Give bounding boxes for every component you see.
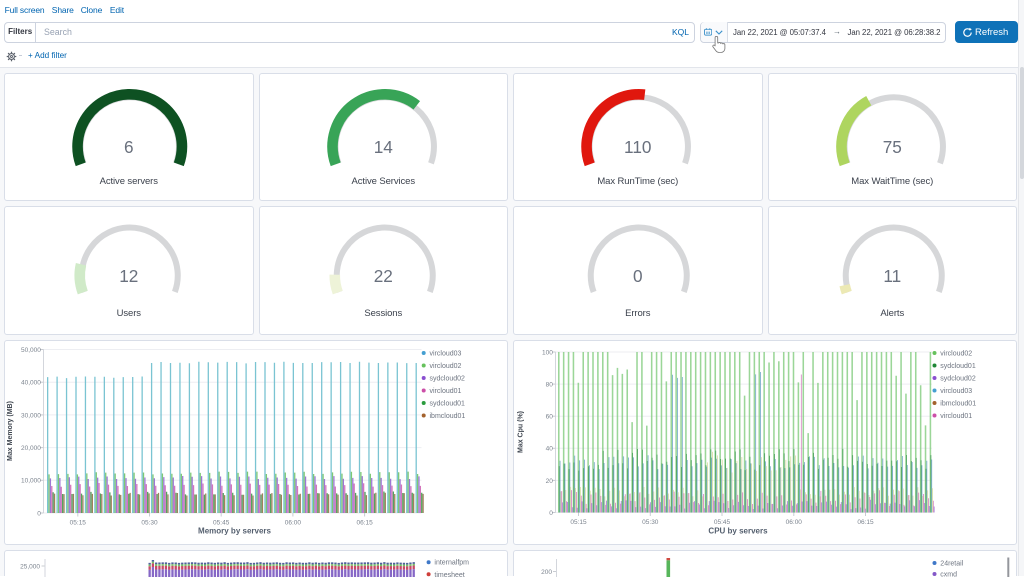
svg-text:05:45: 05:45: [213, 519, 230, 526]
svg-text:internalfpm: internalfpm: [434, 559, 469, 566]
svg-text:05:30: 05:30: [642, 519, 659, 526]
svg-text:20,000: 20,000: [21, 445, 41, 452]
svg-text:ibmcloud01: ibmcloud01: [940, 400, 976, 407]
svg-text:vircloud03: vircloud03: [430, 350, 462, 357]
svg-text:50,000: 50,000: [21, 346, 41, 353]
svg-text:sydcloud01: sydcloud01: [430, 400, 466, 407]
svg-text:06:00: 06:00: [285, 519, 302, 526]
svg-text:CPU by servers: CPU by servers: [708, 526, 768, 535]
svg-text:Memory by servers: Memory by servers: [198, 526, 271, 535]
svg-text:sydcloud02: sydcloud02: [430, 375, 466, 382]
svg-text:06:15: 06:15: [857, 519, 874, 526]
svg-text:24retail: 24retail: [940, 560, 963, 567]
svg-text:05:30: 05:30: [141, 519, 158, 526]
svg-text:sydcloud02: sydcloud02: [940, 375, 976, 382]
svg-text:80: 80: [546, 381, 554, 388]
svg-text:05:15: 05:15: [570, 519, 587, 526]
svg-text:05:45: 05:45: [714, 519, 731, 526]
svg-text:0: 0: [37, 510, 41, 517]
svg-text:vircloud02: vircloud02: [940, 350, 972, 357]
svg-text:06:00: 06:00: [786, 519, 803, 526]
svg-text:vircloud01: vircloud01: [940, 413, 972, 420]
svg-text:timesheet: timesheet: [434, 571, 464, 577]
svg-text:0: 0: [549, 509, 553, 516]
svg-text:20: 20: [546, 477, 554, 484]
svg-text:25,000: 25,000: [20, 563, 40, 570]
svg-text:Max Memory (MB): Max Memory (MB): [7, 401, 14, 461]
svg-text:10,000: 10,000: [21, 477, 41, 484]
svg-text:40,000: 40,000: [21, 379, 41, 386]
svg-text:sydcloud01: sydcloud01: [940, 363, 976, 370]
svg-text:100: 100: [542, 349, 553, 356]
svg-text:60: 60: [546, 413, 554, 420]
svg-text:40: 40: [546, 445, 554, 452]
svg-text:vircloud02: vircloud02: [430, 363, 462, 370]
svg-text:ibmcloud01: ibmcloud01: [430, 413, 466, 420]
svg-text:200: 200: [541, 569, 552, 576]
svg-text:06:15: 06:15: [356, 519, 373, 526]
svg-text:vircloud03: vircloud03: [940, 388, 972, 395]
svg-text:05:15: 05:15: [70, 519, 87, 526]
svg-text:cxmd: cxmd: [940, 571, 957, 577]
svg-text:vircloud01: vircloud01: [430, 388, 462, 395]
svg-text:Max Cpu (%): Max Cpu (%): [518, 411, 525, 453]
svg-text:30,000: 30,000: [21, 412, 41, 419]
